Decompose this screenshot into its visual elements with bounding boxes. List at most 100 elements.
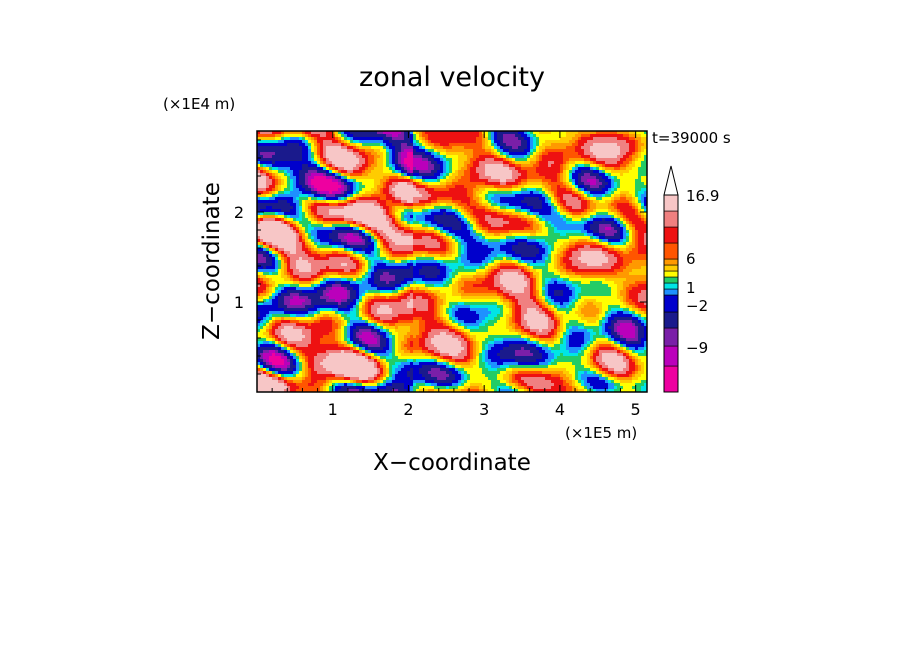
field-cell <box>347 203 351 207</box>
field-cell <box>338 206 342 210</box>
field-cell <box>338 131 342 135</box>
field-cell <box>446 173 450 177</box>
field-cell <box>323 233 327 237</box>
field-cell <box>275 152 279 156</box>
field-cell <box>326 215 330 219</box>
field-cell <box>257 188 261 192</box>
field-cell <box>284 194 288 198</box>
field-cell <box>497 146 501 150</box>
field-cell <box>386 137 390 141</box>
field-cell <box>275 167 279 171</box>
field-cell <box>500 209 504 213</box>
field-cell <box>443 179 447 183</box>
field-cell <box>551 158 555 162</box>
field-cell <box>359 245 363 249</box>
field-cell <box>575 233 579 237</box>
field-cell <box>584 182 588 186</box>
field-cell <box>602 179 606 183</box>
field-cell <box>536 161 540 165</box>
field-cell <box>338 149 342 153</box>
field-cell <box>314 179 318 183</box>
field-cell <box>338 236 342 240</box>
field-cell <box>380 161 384 165</box>
field-cell <box>578 215 582 219</box>
field-cell <box>362 224 366 228</box>
field-cell <box>308 161 312 165</box>
field-cell <box>371 137 375 141</box>
field-cell <box>461 194 465 198</box>
field-cell <box>290 245 294 249</box>
field-cell <box>419 209 423 213</box>
field-cell <box>575 239 579 243</box>
field-cell <box>569 239 573 243</box>
field-cell <box>461 218 465 222</box>
field-cell <box>356 203 360 207</box>
field-cell <box>503 158 507 162</box>
field-cell <box>359 206 363 210</box>
field-cell <box>524 209 528 213</box>
field-cell <box>584 212 588 216</box>
field-cell <box>524 221 528 225</box>
field-cell <box>317 176 321 180</box>
field-cell <box>635 131 639 135</box>
field-cell <box>644 200 647 204</box>
field-cell <box>518 242 522 246</box>
field-cell <box>545 131 549 135</box>
field-cell <box>641 221 645 225</box>
field-cell <box>299 209 303 213</box>
field-cell <box>302 170 306 174</box>
field-cell <box>263 203 267 207</box>
field-cell <box>551 167 555 171</box>
field-cell <box>575 221 579 225</box>
field-cell <box>596 173 600 177</box>
field-cell <box>512 155 516 159</box>
field-cell <box>563 236 567 240</box>
field-cell <box>278 233 282 237</box>
field-cell <box>401 158 405 162</box>
field-cell <box>362 206 366 210</box>
field-cell <box>281 158 285 162</box>
field-cell <box>296 176 300 180</box>
field-cell <box>347 194 351 198</box>
field-cell <box>329 230 333 234</box>
field-cell <box>479 137 483 141</box>
field-cell <box>575 209 579 213</box>
field-cell <box>590 239 594 243</box>
field-cell <box>350 155 354 159</box>
field-cell <box>425 140 429 144</box>
field-cell <box>425 188 429 192</box>
field-cell <box>641 134 645 138</box>
field-cell <box>419 149 423 153</box>
field-cell <box>614 158 618 162</box>
field-cell <box>416 224 420 228</box>
field-cell <box>272 164 276 168</box>
field-cell <box>389 179 393 183</box>
field-cell <box>263 137 267 141</box>
field-cell <box>551 233 555 237</box>
field-cell <box>503 137 507 141</box>
field-cell <box>458 158 462 162</box>
field-cell <box>416 191 420 195</box>
field-cell <box>467 239 471 243</box>
field-cell <box>497 230 501 234</box>
field-cell <box>578 236 582 240</box>
field-cell <box>563 155 567 159</box>
field-cell <box>269 221 273 225</box>
field-cell <box>473 194 477 198</box>
field-cell <box>374 209 378 213</box>
field-cell <box>542 131 546 135</box>
field-cell <box>521 242 525 246</box>
field-cell <box>476 131 480 135</box>
field-cell <box>524 242 528 246</box>
field-cell <box>308 209 312 213</box>
field-cell <box>575 176 579 180</box>
field-cell <box>296 221 300 225</box>
field-cell <box>320 179 324 183</box>
field-cell <box>299 173 303 177</box>
field-cell <box>623 188 627 192</box>
field-cell <box>536 236 540 240</box>
field-cell <box>548 143 552 147</box>
field-cell <box>644 176 647 180</box>
field-cell <box>587 230 591 234</box>
field-cell <box>473 164 477 168</box>
